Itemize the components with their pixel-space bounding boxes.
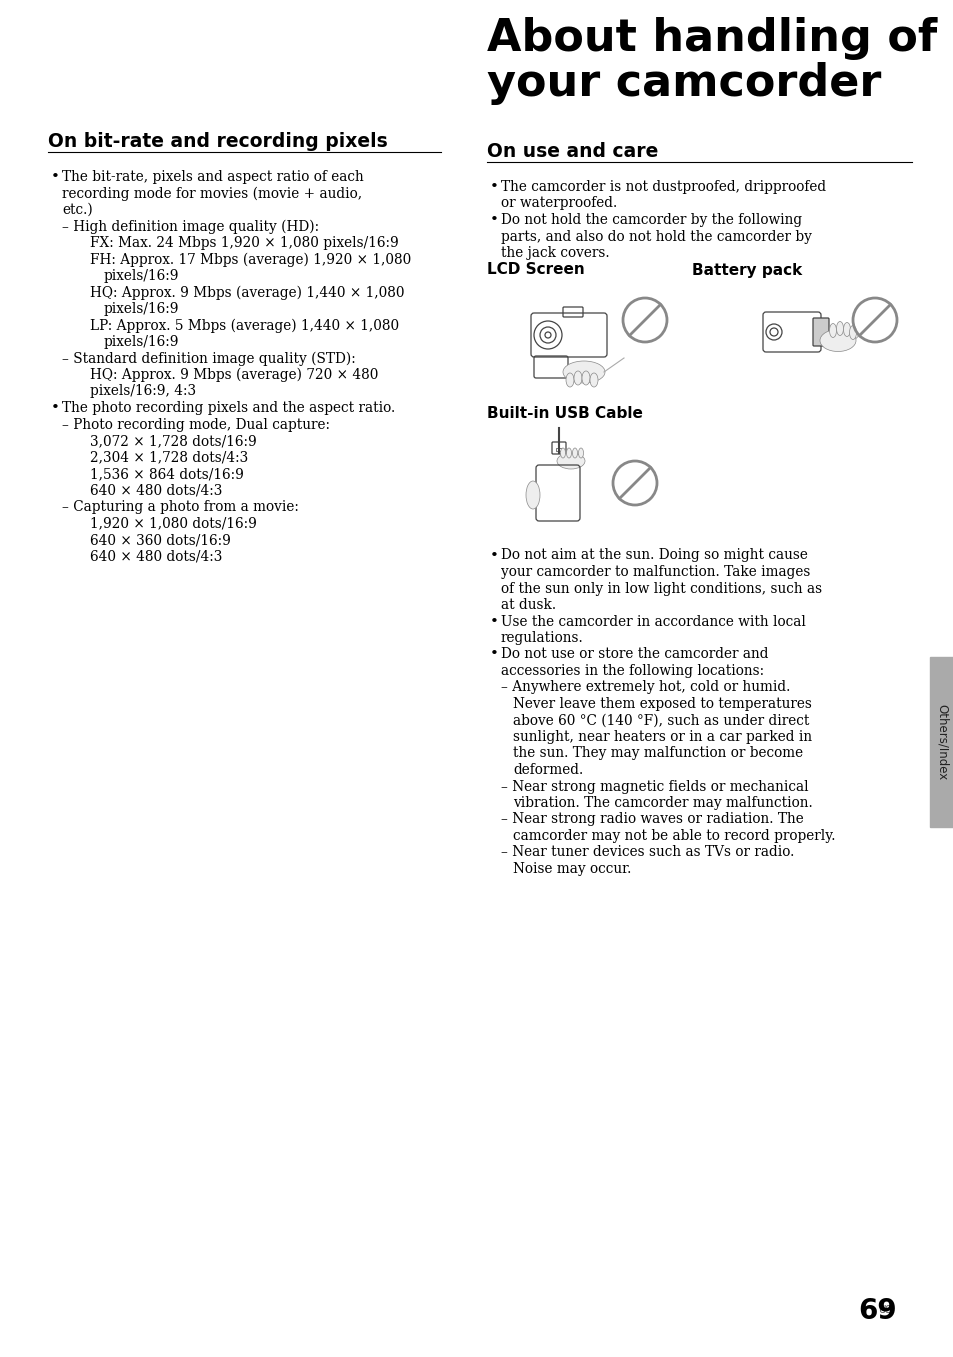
- Text: – High definition image quality (HD):: – High definition image quality (HD):: [62, 220, 319, 233]
- Text: The camcorder is not dustproofed, dripproofed: The camcorder is not dustproofed, drippr…: [500, 180, 825, 194]
- Text: 640 × 480 dots/4:3: 640 × 480 dots/4:3: [90, 483, 222, 498]
- Ellipse shape: [589, 373, 598, 387]
- Bar: [556, 448, 561, 451]
- Ellipse shape: [566, 448, 571, 459]
- Ellipse shape: [842, 323, 850, 337]
- Ellipse shape: [828, 323, 836, 338]
- Bar: [929, 657, 953, 826]
- Text: recording mode for movies (movie + audio,: recording mode for movies (movie + audio…: [62, 186, 362, 201]
- Text: 640 × 480 dots/4:3: 640 × 480 dots/4:3: [90, 550, 222, 563]
- Text: – Near tuner devices such as TVs or radio.: – Near tuner devices such as TVs or radi…: [500, 845, 794, 859]
- Text: LP: Approx. 5 Mbps (average) 1,440 × 1,080: LP: Approx. 5 Mbps (average) 1,440 × 1,0…: [90, 319, 398, 332]
- Text: The bit-rate, pixels and aspect ratio of each: The bit-rate, pixels and aspect ratio of…: [62, 170, 363, 185]
- Text: vibration. The camcorder may malfunction.: vibration. The camcorder may malfunction…: [513, 797, 812, 810]
- Ellipse shape: [820, 330, 855, 351]
- Text: pixels/16:9: pixels/16:9: [104, 335, 179, 349]
- Text: Use the camcorder in accordance with local: Use the camcorder in accordance with loc…: [500, 615, 805, 628]
- Text: Never leave them exposed to temperatures: Never leave them exposed to temperatures: [513, 697, 811, 711]
- Ellipse shape: [565, 373, 574, 387]
- Text: About handling of: About handling of: [486, 18, 936, 60]
- Text: deformed.: deformed.: [513, 763, 582, 778]
- Text: The photo recording pixels and the aspect ratio.: The photo recording pixels and the aspec…: [62, 402, 395, 415]
- Text: •: •: [490, 548, 498, 563]
- Text: – Capturing a photo from a movie:: – Capturing a photo from a movie:: [62, 499, 298, 514]
- Text: HQ: Approx. 9 Mbps (average) 720 × 480: HQ: Approx. 9 Mbps (average) 720 × 480: [90, 368, 378, 383]
- Text: your camcorder to malfunction. Take images: your camcorder to malfunction. Take imag…: [500, 565, 809, 579]
- Text: •: •: [490, 213, 498, 227]
- Text: accessories in the following locations:: accessories in the following locations:: [500, 664, 763, 678]
- Text: pixels/16:9, 4:3: pixels/16:9, 4:3: [90, 384, 196, 399]
- Text: – Standard definition image quality (STD):: – Standard definition image quality (STD…: [62, 351, 355, 366]
- Text: of the sun only in low light conditions, such as: of the sun only in low light conditions,…: [500, 582, 821, 596]
- Text: – Anywhere extremely hot, cold or humid.: – Anywhere extremely hot, cold or humid.: [500, 680, 789, 695]
- Text: 69: 69: [857, 1297, 896, 1324]
- Text: Do not use or store the camcorder and: Do not use or store the camcorder and: [500, 647, 768, 661]
- Ellipse shape: [562, 361, 604, 383]
- Text: •: •: [490, 647, 498, 661]
- Text: FH: Approx. 17 Mbps (average) 1,920 × 1,080: FH: Approx. 17 Mbps (average) 1,920 × 1,…: [90, 252, 411, 267]
- Text: pixels/16:9: pixels/16:9: [104, 269, 179, 284]
- Ellipse shape: [572, 448, 577, 459]
- Ellipse shape: [581, 370, 589, 385]
- Text: or waterproofed.: or waterproofed.: [500, 197, 617, 210]
- Text: 1,536 × 864 dots/16:9: 1,536 × 864 dots/16:9: [90, 467, 244, 480]
- Text: On bit-rate and recording pixels: On bit-rate and recording pixels: [48, 132, 387, 151]
- Text: parts, and also do not hold the camcorder by: parts, and also do not hold the camcorde…: [500, 229, 811, 243]
- Text: Do not aim at the sun. Doing so might cause: Do not aim at the sun. Doing so might ca…: [500, 548, 807, 563]
- Ellipse shape: [848, 326, 856, 339]
- Text: •: •: [490, 180, 498, 194]
- Ellipse shape: [578, 448, 583, 459]
- Ellipse shape: [560, 448, 565, 459]
- Text: HQ: Approx. 9 Mbps (average) 1,440 × 1,080: HQ: Approx. 9 Mbps (average) 1,440 × 1,0…: [90, 285, 404, 300]
- Text: 1,920 × 1,080 dots/16:9: 1,920 × 1,080 dots/16:9: [90, 517, 256, 531]
- FancyBboxPatch shape: [812, 318, 828, 346]
- Ellipse shape: [836, 322, 842, 335]
- Ellipse shape: [574, 370, 581, 385]
- Text: On use and care: On use and care: [486, 142, 658, 161]
- Text: 640 × 360 dots/16:9: 640 × 360 dots/16:9: [90, 533, 231, 547]
- Text: Battery pack: Battery pack: [691, 262, 801, 277]
- Text: •: •: [490, 615, 498, 628]
- Text: regulations.: regulations.: [500, 631, 583, 645]
- Ellipse shape: [525, 480, 539, 509]
- Text: etc.): etc.): [62, 204, 92, 217]
- Text: at dusk.: at dusk.: [500, 598, 556, 612]
- Text: US: US: [877, 1305, 891, 1315]
- Text: Do not hold the camcorder by the following: Do not hold the camcorder by the followi…: [500, 213, 801, 227]
- Text: Built-in USB Cable: Built-in USB Cable: [486, 406, 642, 421]
- Text: sunlight, near heaters or in a car parked in: sunlight, near heaters or in a car parke…: [513, 730, 811, 744]
- Text: camcorder may not be able to record properly.: camcorder may not be able to record prop…: [513, 829, 835, 843]
- Text: 3,072 × 1,728 dots/16:9: 3,072 × 1,728 dots/16:9: [90, 434, 256, 448]
- Text: the jack covers.: the jack covers.: [500, 246, 609, 261]
- Text: LCD Screen: LCD Screen: [486, 262, 584, 277]
- Text: Others/Index: Others/Index: [935, 704, 947, 780]
- Text: •: •: [51, 402, 60, 415]
- Text: above 60 °C (140 °F), such as under direct: above 60 °C (140 °F), such as under dire…: [513, 714, 808, 727]
- Text: Noise may occur.: Noise may occur.: [513, 862, 631, 877]
- Text: – Near strong radio waves or radiation. The: – Near strong radio waves or radiation. …: [500, 813, 803, 826]
- Text: pixels/16:9: pixels/16:9: [104, 303, 179, 316]
- Text: – Photo recording mode, Dual capture:: – Photo recording mode, Dual capture:: [62, 418, 330, 432]
- Ellipse shape: [557, 453, 584, 470]
- Text: the sun. They may malfunction or become: the sun. They may malfunction or become: [513, 746, 802, 760]
- Text: your camcorder: your camcorder: [486, 62, 881, 104]
- Text: •: •: [51, 170, 60, 185]
- Text: FX: Max. 24 Mbps 1,920 × 1,080 pixels/16:9: FX: Max. 24 Mbps 1,920 × 1,080 pixels/16…: [90, 236, 398, 250]
- Text: 2,304 × 1,728 dots/4:3: 2,304 × 1,728 dots/4:3: [90, 451, 248, 464]
- Text: – Near strong magnetic fields or mechanical: – Near strong magnetic fields or mechani…: [500, 779, 808, 794]
